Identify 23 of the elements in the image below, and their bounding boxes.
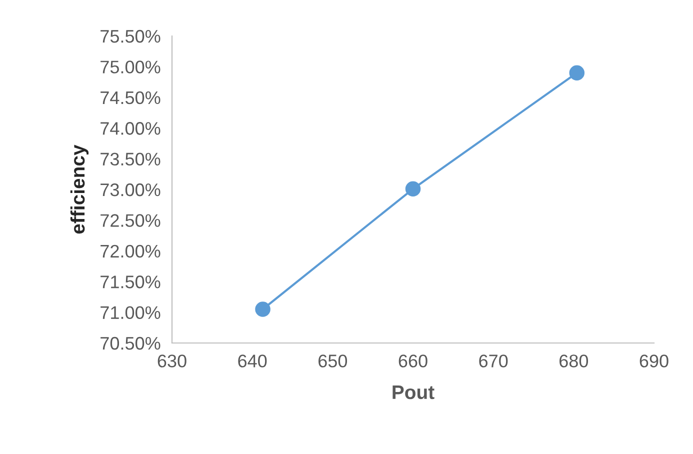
y-tick-label: 72.50% [100, 214, 160, 227]
x-tick-label: 630 [158, 354, 186, 368]
x-tick-label: 680 [560, 354, 588, 368]
y-axis-title: efficiency [70, 144, 89, 234]
point [405, 181, 421, 197]
point [569, 65, 585, 80]
x-tick-label: 690 [640, 354, 668, 368]
y-tick-label: 75.50% [100, 30, 160, 43]
x-tick-label: 660 [398, 354, 428, 368]
x-tick-label: 670 [479, 354, 508, 368]
x-axis-title: Pout [392, 386, 434, 400]
x-tick-label: 640 [238, 354, 267, 368]
y-tick-label: 74.50% [100, 91, 160, 104]
y-tick-label: 71.00% [100, 306, 160, 320]
y-tick-label: 74.00% [100, 122, 160, 135]
point [255, 302, 270, 317]
y-tick-label: 72.00% [100, 244, 160, 258]
x-tick-label: 650 [318, 354, 348, 368]
y-tick-label: 75.00% [100, 60, 160, 74]
y-tick-label: 73.00% [100, 183, 160, 196]
y-tick-label: 70.50% [100, 336, 160, 350]
y-tick-label: 73.50% [100, 152, 160, 166]
y-tick-label: 71.50% [100, 276, 160, 288]
